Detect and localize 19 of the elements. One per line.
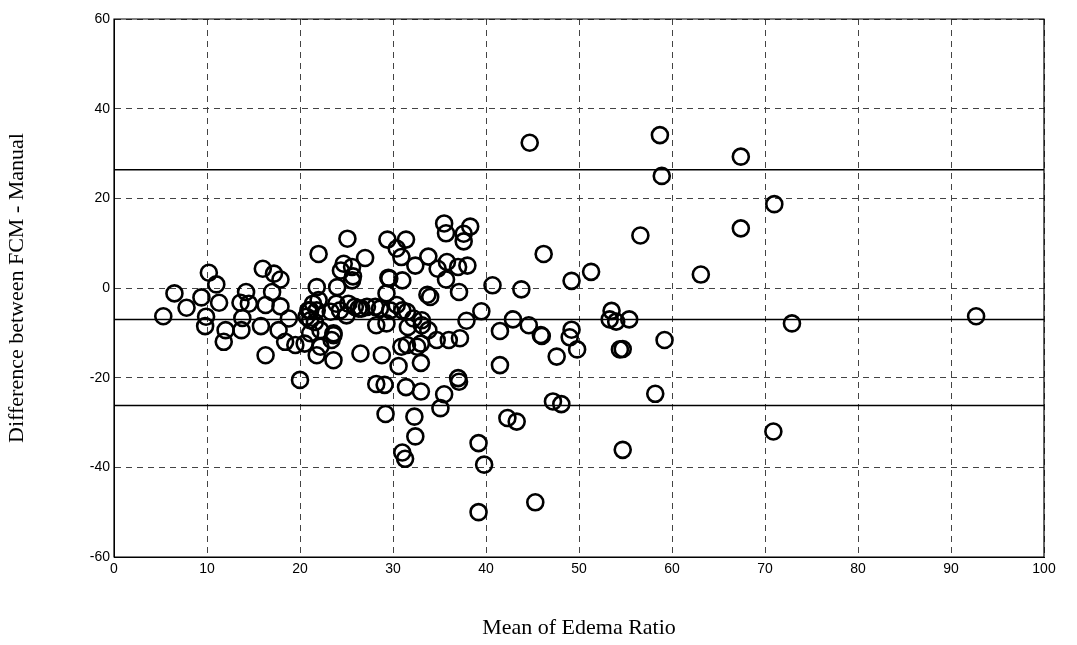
x-tick-label: 60 xyxy=(664,560,680,577)
y-axis-title: Difference between FCM - Manual xyxy=(2,133,28,443)
y-tick-label: 60 xyxy=(94,9,111,26)
x-axis-title: Mean of Edema Ratio xyxy=(482,613,676,639)
x-tick-label: 10 xyxy=(199,560,215,577)
y-tick-label: -40 xyxy=(89,458,111,475)
y-tick-label: -60 xyxy=(89,547,111,564)
x-tick-label: 20 xyxy=(292,560,308,577)
y-tick-label: -20 xyxy=(89,368,111,385)
x-tick-label: 100 xyxy=(1032,560,1056,577)
x-tick-label: 90 xyxy=(943,560,959,577)
y-tick-label: 20 xyxy=(94,189,111,206)
y-tick-label: 0 xyxy=(102,278,111,295)
x-tick-label: 50 xyxy=(571,560,587,577)
y-tick-label: 40 xyxy=(94,99,111,116)
x-tick-label: 80 xyxy=(850,560,866,577)
x-tick-label: 70 xyxy=(757,560,773,577)
x-tick-label: 40 xyxy=(478,560,494,577)
x-tick-label: 30 xyxy=(385,560,401,577)
